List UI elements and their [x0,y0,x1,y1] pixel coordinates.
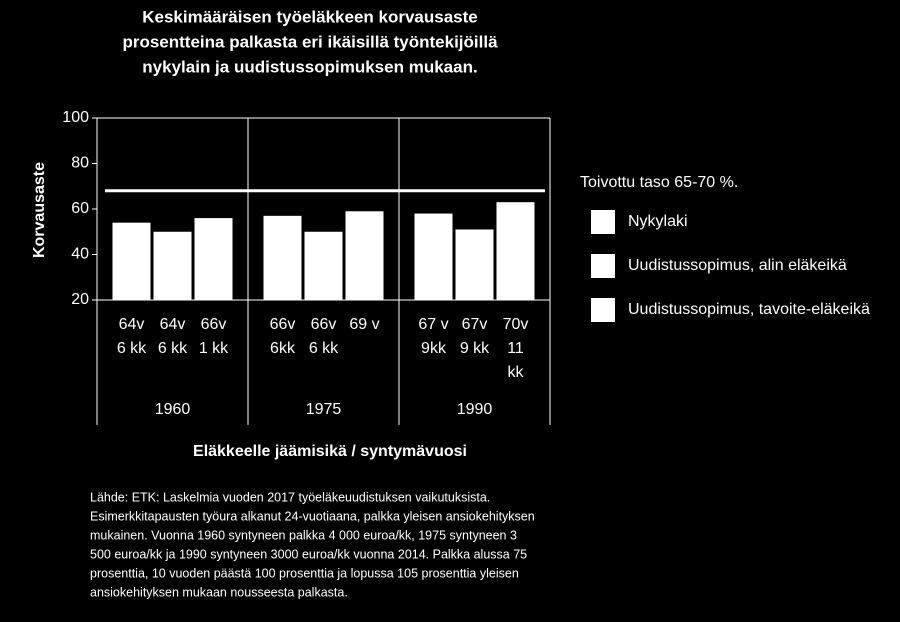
source-note: 500 euroa/kk ja 1990 syntyneen 3000 euro… [90,547,527,561]
bar [153,231,192,300]
legend-label: Uudistussopimus, tavoite-eläkeikä [628,301,870,318]
bar-label: 9kk [421,340,447,357]
y-tick-label: 40 [71,246,89,263]
chart-title: nykylain ja uudistussopimuksen mukaan. [142,57,477,76]
x-tick-label: 1975 [306,401,342,418]
bar-label: 69 v [349,316,379,333]
chart-title: prosentteina palkasta eri ikäisillä työn… [122,32,498,51]
bar-label: 6 kk [117,340,147,357]
bar-label: 67v [462,316,488,333]
legend-swatch [591,298,615,322]
reference-label: Toivottu taso 65-70 %. [580,174,738,191]
bar-label: 6 kk [158,340,188,357]
bar [414,213,453,300]
bar-label: 6kk [270,340,296,357]
bar-label: 70v [503,316,529,333]
bar-label: 64v [119,316,145,333]
y-tick-label: 20 [71,291,89,308]
y-tick-label: 100 [62,109,89,126]
bar-label: 1 kk [199,340,229,357]
y-axis-title: Korvausaste [31,162,48,258]
y-tick-label: 80 [71,155,89,172]
y-tick-label: 60 [71,200,89,217]
bar [496,202,535,300]
bar [263,215,302,300]
bar [345,211,384,300]
legend-label: Uudistussopimus, alin eläkeikä [628,257,847,274]
chart-title: Keskimääräisen työeläkkeen korvausaste [142,7,477,26]
bar-label: 6 kk [309,340,339,357]
bar-label: 66v [311,316,337,333]
x-tick-label: 1990 [457,401,493,418]
bar [455,229,494,300]
source-note: mukainen. Vuonna 1960 syntyneen palkka 4… [90,528,517,542]
source-note: Esimerkkitapausten työura alkanut 24-vuo… [90,509,535,523]
bar [304,231,343,300]
legend-swatch [591,254,615,278]
source-note: prosenttia, 10 vuoden päästä 100 prosent… [90,566,519,580]
legend-swatch [591,210,615,234]
bar-label: 66v [270,316,296,333]
legend-label: Nykylaki [628,213,688,230]
bar [112,222,151,300]
source-note: ansiokehityksen mukaan nousseesta palkas… [90,585,348,599]
bar-label: 66v [201,316,227,333]
bar [194,218,233,300]
bar-label: kk [508,364,525,381]
x-axis-title: Eläkkeelle jäämisikä / syntymävuosi [193,443,467,460]
x-tick-label: 1960 [155,401,191,418]
bar-label: 64v [160,316,186,333]
source-note: Lähde: ETK: Laskelmia vuoden 2017 työelä… [90,490,490,504]
bar-label: 67 v [418,316,448,333]
bar-label: 9 kk [460,340,490,357]
bar-label: 11 [507,340,524,357]
